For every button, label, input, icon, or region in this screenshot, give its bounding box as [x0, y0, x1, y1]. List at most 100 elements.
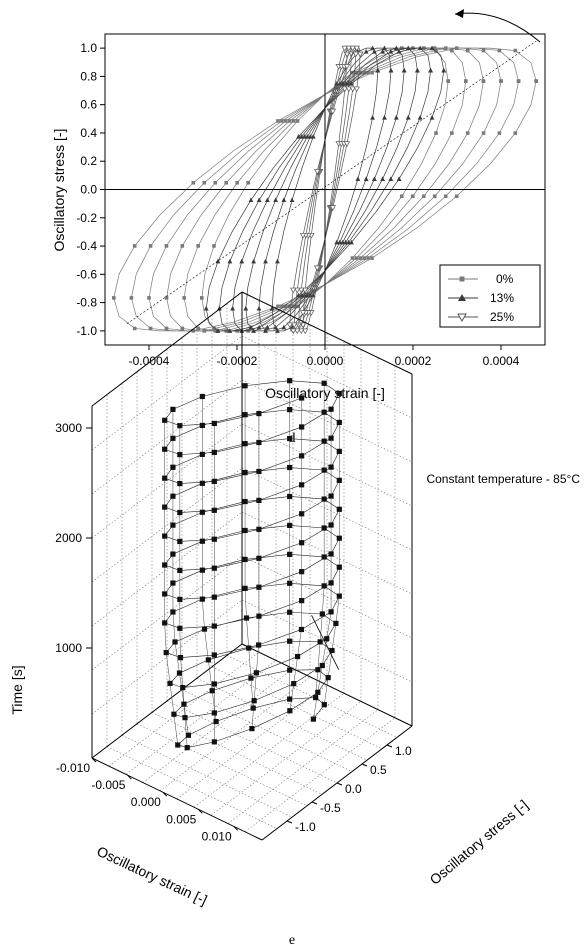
legend-marker-2 [457, 313, 467, 323]
data-point-3d [170, 435, 176, 441]
series-0-point [362, 70, 366, 75]
x-tick-mark-3d [91, 757, 97, 763]
data-point-3d [199, 422, 205, 429]
data-point-3d [256, 642, 262, 648]
series-2-point [353, 45, 360, 52]
data-point-3d [256, 439, 262, 446]
mesh-line [184, 717, 188, 748]
series-1-point [296, 134, 301, 139]
direction-arrow [311, 615, 340, 670]
data-point-3d [211, 420, 217, 427]
mesh-line [317, 641, 321, 670]
series-0-point [370, 256, 374, 260]
series-2-point [352, 51, 359, 58]
x-axis-label: Oscillatory strain [-] [265, 385, 385, 401]
data-point-3d [170, 493, 176, 499]
data-point-3d [328, 551, 334, 557]
data-point-3d [170, 580, 176, 586]
data-point-3d [211, 710, 217, 716]
series-0-point [481, 48, 486, 53]
series-1-point [363, 49, 369, 54]
data-point-3d [287, 667, 293, 673]
data-point-3d [162, 620, 168, 626]
series-1-point [251, 258, 257, 264]
series-0-point [147, 296, 151, 300]
data-point-3d [321, 496, 327, 502]
data-point-3d [294, 653, 301, 660]
series-1-point [273, 324, 279, 330]
data-point-3d [211, 652, 217, 658]
mesh-line [317, 665, 323, 693]
series-0-point [180, 244, 185, 248]
data-point-3d [287, 580, 293, 586]
data-point-3d [299, 569, 305, 575]
data-point-3d [313, 695, 319, 701]
series-1-point [256, 197, 262, 203]
data-point-3d [287, 407, 293, 413]
rotation-arrow [454, 12, 541, 43]
data-point-3d [211, 449, 217, 455]
data-point-3d [242, 556, 248, 563]
series-1-point [375, 67, 381, 73]
data-point-3d [328, 435, 334, 441]
x-tick-label-3d: -0.005 [91, 778, 125, 792]
y-tick-label: -0.8 [76, 296, 97, 310]
legend: 0% 13% 25% [439, 264, 541, 328]
series-0-point [235, 180, 240, 185]
mesh-line [208, 659, 213, 691]
data-point-3d [181, 701, 187, 707]
series-0-point [191, 180, 196, 185]
series-1-point [281, 324, 287, 330]
series-1-point [382, 115, 387, 120]
data-point-3d [242, 383, 248, 389]
mesh-line [165, 652, 171, 684]
x-tick-label: -0.0002 [217, 354, 258, 368]
series-0-point [284, 304, 288, 309]
mesh-line [173, 714, 179, 746]
y-tick-label: -0.4 [76, 239, 97, 253]
y-tick-label-3d: -0.5 [320, 801, 341, 815]
data-point-3d [299, 424, 305, 430]
data-point-3d [333, 620, 339, 627]
series-1-point [263, 258, 268, 264]
data-point-3d [205, 657, 211, 663]
series-2-point [357, 51, 364, 58]
series-1-point [380, 176, 386, 181]
mesh-line [324, 677, 329, 705]
chart-title: Constant temperature - 85°C [426, 472, 580, 486]
data-point-3d [287, 696, 293, 702]
data-point-3d [321, 583, 327, 589]
hysteresis-chart: -0.0004 -0.0002 0.0000 0.0002 0.0004 -1.0 -0.8… [51, 9, 546, 446]
mesh-line [204, 629, 209, 660]
data-point-3d [256, 410, 262, 417]
series-1-point [215, 328, 221, 333]
series-1-point [273, 197, 279, 203]
series-0-point [516, 79, 521, 83]
data-point-3d [287, 378, 293, 384]
data-point-3d [249, 726, 255, 732]
series-2-point [286, 322, 293, 329]
series-2-point [341, 86, 349, 93]
series-2-point [299, 310, 307, 316]
data-point-3d [287, 551, 293, 557]
data-point-3d [315, 689, 321, 695]
series-0-point [295, 119, 300, 123]
y-tick-label-3d: 0.0 [345, 782, 362, 796]
series-1-point [363, 176, 369, 181]
x-tick-label: -0.0004 [129, 354, 170, 368]
series-0-point [358, 256, 363, 260]
mesh-line [293, 656, 298, 684]
series-2-point [345, 86, 352, 93]
series-1-point [275, 258, 280, 264]
series-1-point [371, 176, 377, 181]
series-0-point [112, 296, 116, 300]
series-1-point [428, 67, 433, 73]
data-point-3d [170, 551, 176, 557]
series-0-point [497, 48, 502, 53]
axis-frame-line [91, 291, 243, 407]
series-2-point [301, 328, 309, 335]
data-point-3d [321, 554, 327, 560]
series-0-point [224, 180, 229, 185]
mesh-line [246, 617, 249, 649]
y-tick-label: 0.0 [80, 183, 97, 197]
